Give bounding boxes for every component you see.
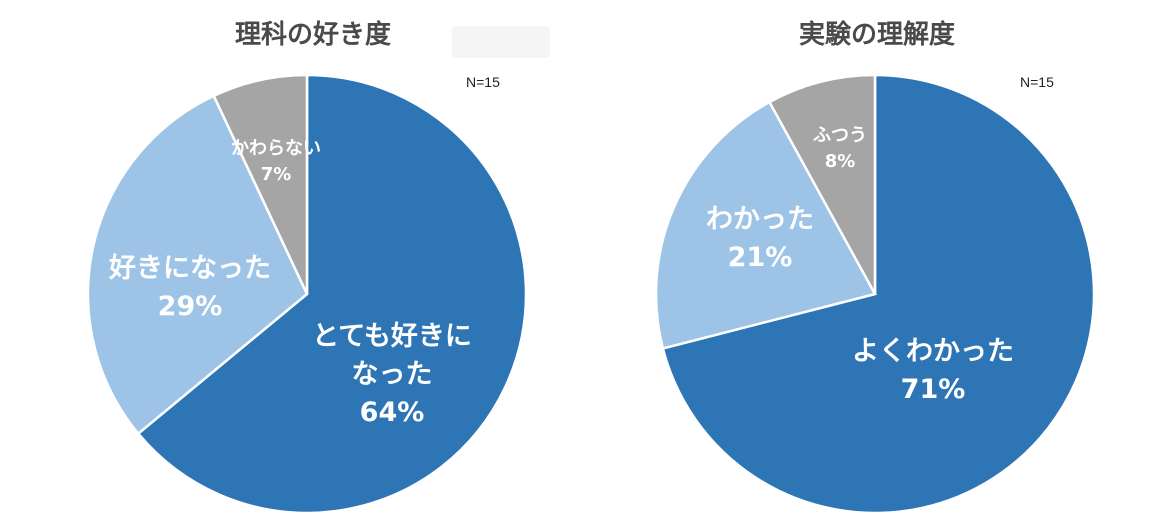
slice-percent: 29% [158, 291, 223, 322]
slice-label: わかった 21% [706, 204, 814, 273]
pie-chart-experiment-understanding: 実験の理解度 N=15 よくわかった 71% わかった 21% ふつう 8% [578, 0, 1156, 529]
pie-slice [212, 73, 309, 295]
pie-slice [661, 73, 1096, 515]
slice-label: かわらない 7% [231, 138, 321, 185]
slice-name: わかった [706, 204, 814, 235]
slice-name: 好きになった [108, 253, 271, 284]
pie-slice [654, 100, 877, 350]
chart-title: 理科の好き度 [234, 20, 391, 50]
title-highlight-box [452, 26, 550, 58]
sample-size-label: N=15 [466, 74, 500, 90]
slice-percent: 71% [901, 374, 966, 405]
slice-percent: 8% [825, 151, 856, 172]
slice-percent: 21% [728, 242, 793, 273]
slice-name: なった [352, 359, 433, 390]
sample-size-label: N=15 [1020, 74, 1054, 90]
pie-slice [767, 73, 877, 295]
slice-name: とても好きに [312, 321, 472, 352]
slice-name: ふつう [813, 125, 867, 146]
pie-slice [136, 73, 528, 515]
slice-name: かわらない [231, 138, 321, 159]
slice-label: 好きになった 29% [108, 253, 271, 322]
slice-label: とても好きになった 64% [312, 321, 472, 428]
pie-svg-left: とても好きになった 64% 好きになった 29% かわらない 7% [86, 73, 528, 515]
slice-name: よくわかった [852, 336, 1014, 367]
slice-label: ふつう 8% [813, 125, 867, 172]
chart-title: 実験の理解度 [798, 20, 955, 50]
slice-label: よくわかった 71% [852, 336, 1014, 405]
pie-svg-right: よくわかった 71% わかった 21% ふつう 8% [654, 73, 1096, 515]
pie-chart-science-liking: 理科の好き度 N=15 とても好きになった 64% 好きになった 29% かわらない 7% [86, 20, 550, 515]
slice-percent: 64% [360, 397, 425, 428]
slice-percent: 7% [261, 164, 292, 185]
